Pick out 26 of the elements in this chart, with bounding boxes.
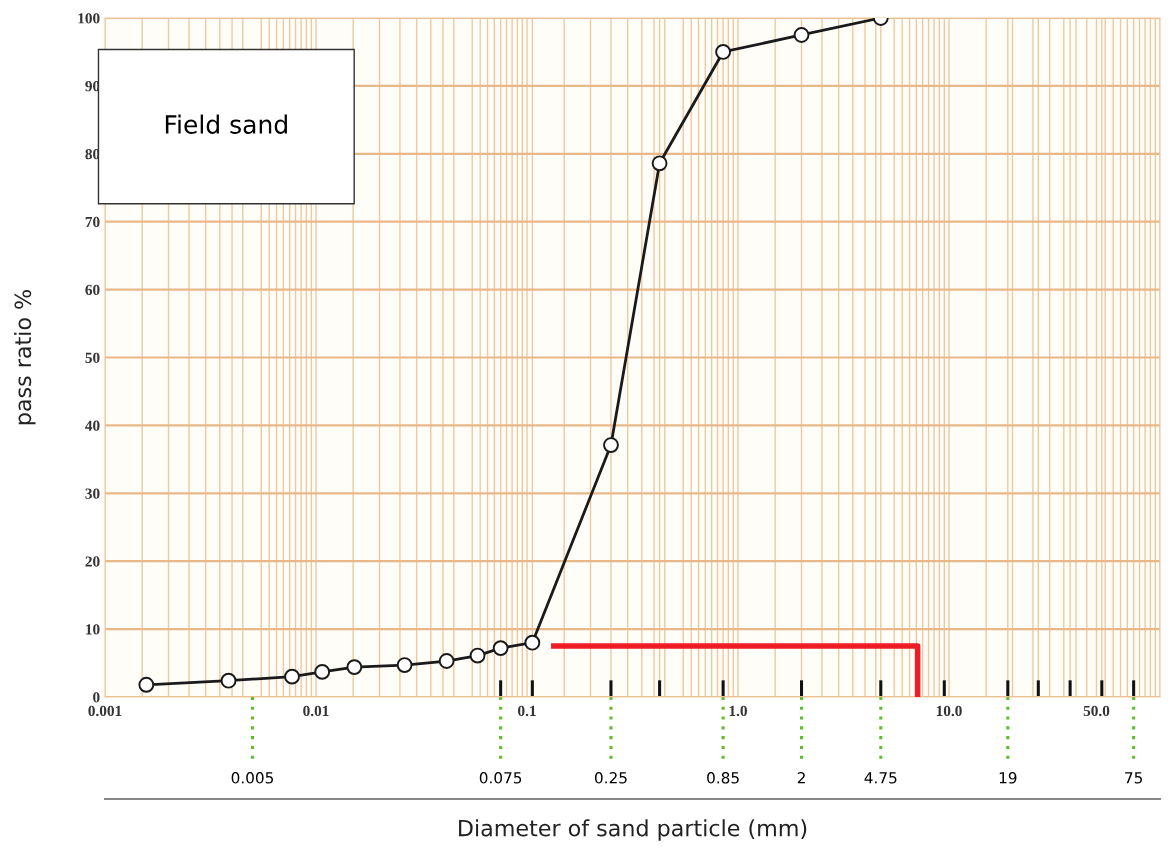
x-tick-label: 0.01 <box>303 705 329 717</box>
annotation: Field sand <box>165 114 287 134</box>
ref-line-label: 19 <box>999 772 1017 784</box>
ref-line-label: 4.75 <box>864 772 897 784</box>
y-tick-label: 0 <box>93 692 100 703</box>
x-tick-label: 0.001 <box>88 705 122 717</box>
y-tick-label: 40 <box>85 420 100 431</box>
ref-line-label: 2 <box>797 772 805 784</box>
ref-line-label: 0.075 <box>479 772 522 784</box>
y-axis-title: pass ratio % <box>14 290 36 425</box>
x-tick-label: 0.1 <box>518 705 536 717</box>
y-tick-label: 50 <box>85 352 100 363</box>
y-tick-label: 60 <box>85 284 100 296</box>
y-tick-label: 100 <box>78 13 100 24</box>
ref-line-label: 0.005 <box>231 772 274 784</box>
x-tick-label: 1.0 <box>729 705 747 717</box>
y-tick-label: 30 <box>85 488 100 499</box>
x-tick-label: 50.0 <box>1083 705 1110 717</box>
y-tick-label: 20 <box>85 556 100 567</box>
ref-line-label: 0.85 <box>707 772 739 784</box>
y-tick-label: 70 <box>85 216 100 228</box>
ref-line-label: 75 <box>1125 772 1143 784</box>
y-tick-label: 10 <box>86 624 100 635</box>
ref-line-label: 0.25 <box>594 772 627 784</box>
x-tick-label: 10.0 <box>936 705 962 717</box>
x-axis-title: Diameter of sand particle (mm) <box>459 819 807 841</box>
